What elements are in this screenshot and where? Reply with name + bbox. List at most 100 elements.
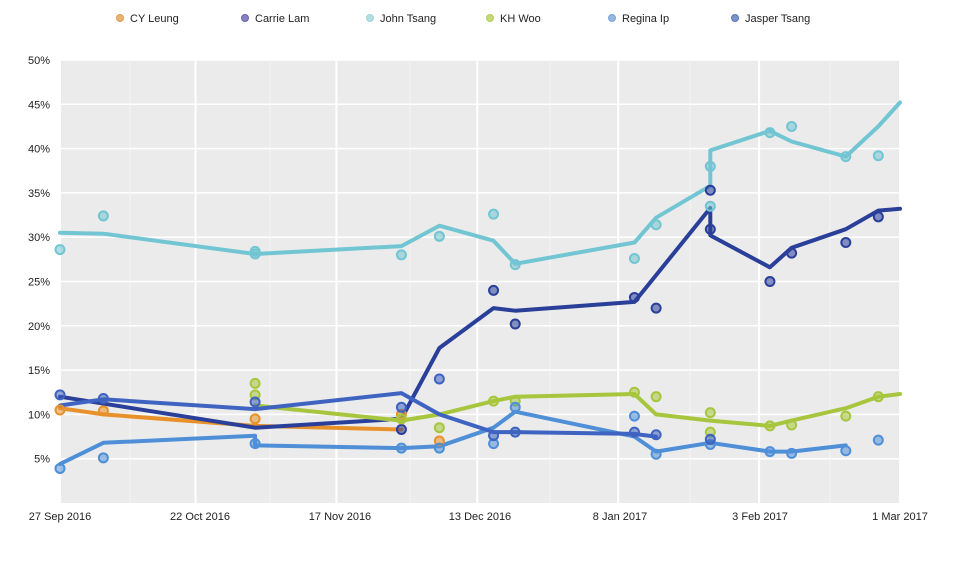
point-regina-ip bbox=[509, 401, 521, 413]
y-tick-label: 30% bbox=[28, 232, 50, 244]
point-regina-ip bbox=[97, 452, 109, 464]
series-lines bbox=[58, 100, 902, 466]
point-cy-leung bbox=[97, 405, 109, 417]
x-tick-label: 27 Sep 2016 bbox=[29, 511, 91, 523]
point-regina-ip bbox=[786, 447, 798, 459]
point-regina-ip bbox=[764, 446, 776, 458]
y-tick-label: 25% bbox=[28, 277, 50, 289]
point-john-tsang bbox=[249, 248, 261, 260]
line-jasper-tsang bbox=[58, 391, 659, 439]
point-kh-woo bbox=[786, 419, 798, 431]
y-tick-label: 45% bbox=[28, 99, 50, 111]
legend-label-john-tsang: John Tsang bbox=[380, 13, 436, 25]
point-john-tsang bbox=[433, 230, 445, 242]
line-cy-leung bbox=[58, 406, 404, 432]
point-regina-ip bbox=[872, 434, 884, 446]
y-tick-label: 50% bbox=[28, 55, 50, 67]
point-kh-woo bbox=[628, 386, 640, 398]
point-jasper-tsang bbox=[97, 392, 109, 404]
legend-label-regina-ip: Regina Ip bbox=[622, 13, 669, 25]
series-points bbox=[54, 120, 884, 474]
point-john-tsang bbox=[97, 210, 109, 222]
point-kh-woo bbox=[764, 420, 776, 432]
point-carrie-lam bbox=[650, 302, 662, 314]
point-kh-woo bbox=[840, 410, 852, 422]
point-regina-ip bbox=[650, 448, 662, 460]
point-carrie-lam bbox=[509, 318, 521, 330]
y-tick-label: 5% bbox=[34, 454, 50, 466]
x-tick-label: 22 Oct 2016 bbox=[170, 511, 230, 523]
y-tick-label: 40% bbox=[28, 144, 50, 156]
grid bbox=[59, 59, 901, 503]
point-jasper-tsang bbox=[433, 373, 445, 385]
legend-marker-jasper-tsang bbox=[731, 14, 739, 22]
legend-marker-cy-leung bbox=[116, 14, 124, 22]
point-john-tsang bbox=[488, 208, 500, 220]
point-john-tsang bbox=[786, 120, 798, 132]
point-kh-woo bbox=[872, 391, 884, 403]
point-carrie-lam bbox=[395, 423, 407, 435]
y-axis: 5% 10% 15% 20% 25% 30% 35% 40% 45% 50% bbox=[28, 55, 50, 466]
y-tick-label: 10% bbox=[28, 409, 50, 421]
legend-marker-john-tsang bbox=[366, 14, 374, 22]
point-cy-leung bbox=[54, 404, 66, 416]
point-john-tsang bbox=[840, 151, 852, 163]
point-carrie-lam bbox=[628, 291, 640, 303]
point-carrie-lam bbox=[786, 247, 798, 259]
y-tick-label: 20% bbox=[28, 321, 50, 333]
point-john-tsang bbox=[395, 249, 407, 261]
point-regina-ip bbox=[54, 462, 66, 474]
point-john-tsang bbox=[54, 244, 66, 256]
point-regina-ip bbox=[249, 438, 261, 450]
line-carrie-lam bbox=[58, 206, 902, 430]
point-carrie-lam bbox=[764, 276, 776, 287]
point-carrie-lam bbox=[872, 211, 884, 223]
x-axis: 27 Sep 2016 22 Oct 2016 17 Nov 2016 13 Dec … bbox=[29, 511, 928, 523]
legend-marker-kh-woo bbox=[486, 14, 494, 22]
point-john-tsang bbox=[509, 259, 521, 271]
legend-label-carrie-lam: Carrie Lam bbox=[255, 13, 309, 25]
x-tick-label: 3 Feb 2017 bbox=[732, 511, 788, 523]
point-kh-woo bbox=[650, 391, 662, 403]
point-cy-leung bbox=[249, 413, 261, 425]
point-jasper-tsang bbox=[54, 389, 66, 401]
point-regina-ip bbox=[395, 442, 407, 454]
point-carrie-lam bbox=[488, 284, 500, 296]
point-john-tsang bbox=[872, 150, 884, 162]
point-jasper-tsang bbox=[395, 401, 407, 413]
legend-marker-carrie-lam bbox=[241, 14, 249, 22]
point-john-tsang bbox=[704, 200, 716, 212]
legend-label-jasper-tsang: Jasper Tsang bbox=[745, 13, 810, 25]
point-john-tsang bbox=[764, 127, 776, 139]
point-john-tsang bbox=[650, 219, 662, 231]
point-carrie-lam bbox=[840, 237, 852, 249]
point-john-tsang bbox=[704, 160, 716, 172]
point-jasper-tsang bbox=[704, 433, 716, 445]
point-jasper-tsang bbox=[628, 426, 640, 438]
point-john-tsang bbox=[628, 252, 640, 264]
point-carrie-lam bbox=[704, 184, 716, 196]
x-tick-label: 13 Dec 2016 bbox=[449, 511, 511, 523]
point-regina-ip bbox=[628, 410, 640, 422]
legend-label-kh-woo: KH Woo bbox=[500, 13, 541, 25]
point-kh-woo bbox=[488, 395, 500, 407]
point-jasper-tsang bbox=[488, 430, 500, 442]
x-tick-label: 17 Nov 2016 bbox=[309, 511, 371, 523]
y-tick-label: 35% bbox=[28, 188, 50, 200]
point-regina-ip bbox=[433, 442, 445, 454]
point-kh-woo bbox=[249, 377, 261, 389]
point-carrie-lam bbox=[704, 223, 716, 235]
point-kh-woo bbox=[704, 407, 716, 419]
legend-label-cy-leung: CY Leung bbox=[130, 13, 179, 25]
line-john-tsang bbox=[58, 100, 902, 266]
point-jasper-tsang bbox=[249, 396, 261, 408]
line-regina-ip bbox=[58, 409, 848, 466]
point-regina-ip bbox=[840, 445, 852, 457]
legend-marker-regina-ip bbox=[608, 14, 616, 22]
x-tick-label: 1 Mar 2017 bbox=[872, 511, 928, 523]
point-kh-woo bbox=[433, 422, 445, 434]
y-tick-label: 15% bbox=[28, 365, 50, 377]
point-kh-woo bbox=[395, 413, 407, 425]
point-jasper-tsang bbox=[650, 429, 662, 441]
